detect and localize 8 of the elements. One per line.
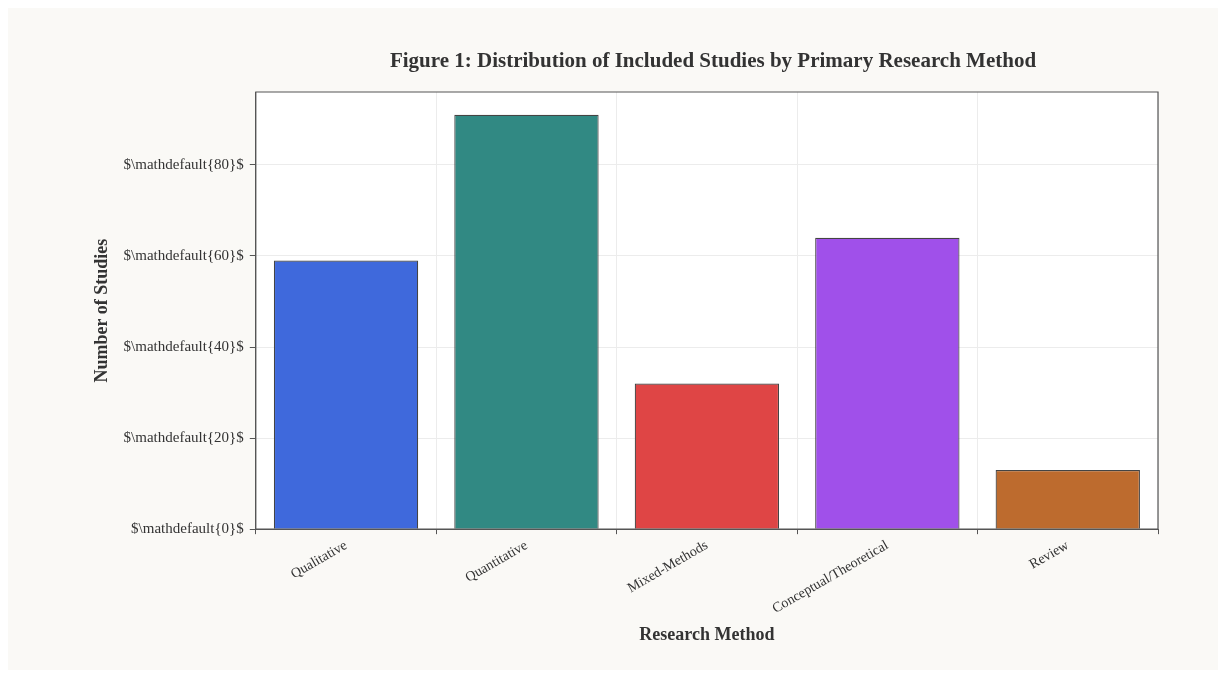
y-axis-title: Number of Studies	[91, 238, 112, 383]
y-tick-label: $\mathdefault{80}$	[123, 155, 245, 172]
x-axis-title: Research Method	[639, 623, 775, 644]
y-tick-label: $\mathdefault{60}$	[123, 246, 245, 263]
y-tick-label: $\mathdefault{0}$	[131, 520, 245, 537]
y-tick-label: $\mathdefault{40}$	[123, 337, 245, 354]
y-tick-label: $\mathdefault{20}$	[123, 429, 245, 446]
chart-title: Figure 1: Distribution of Included Studies by Primary Research Method	[388, 48, 1038, 73]
